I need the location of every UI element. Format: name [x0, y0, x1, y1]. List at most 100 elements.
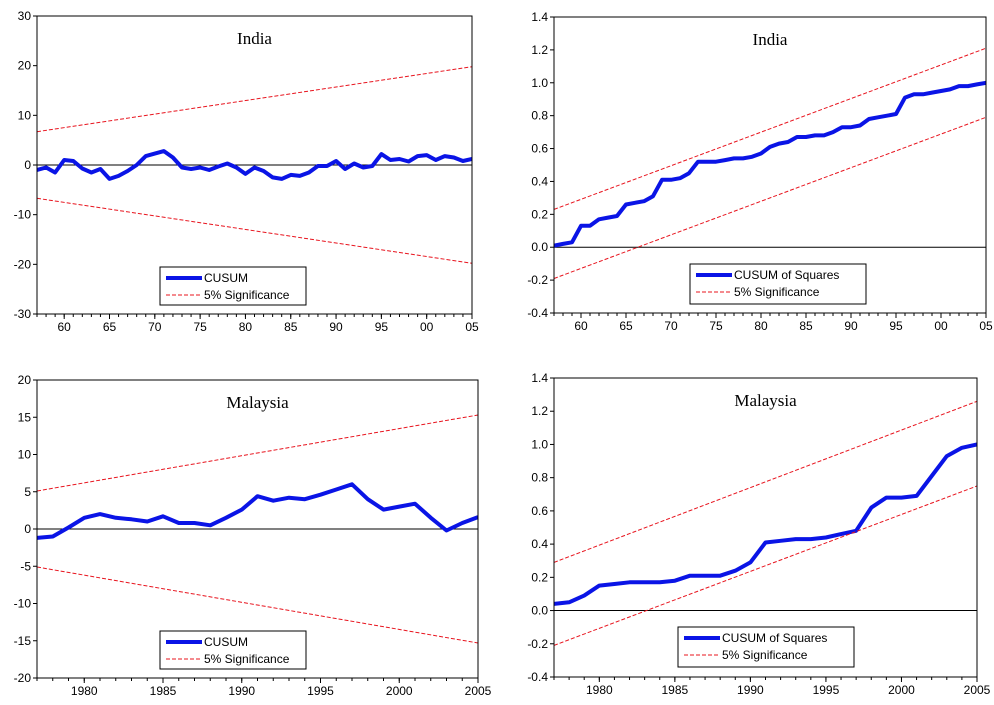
cusum-series-line: [37, 149, 472, 181]
legend-box: [677, 626, 855, 668]
cusum-series-line: [554, 80, 986, 248]
y-tick-label: 1.2: [531, 404, 548, 418]
legend: CUSUM 5% Significance: [159, 266, 307, 306]
cusum-series-line: [554, 442, 977, 606]
x-tick-label: 05: [465, 320, 479, 334]
chart-title: India: [753, 30, 788, 49]
y-tick-label: 1.2: [531, 43, 548, 57]
legend: CUSUM 5% Significance: [159, 630, 307, 670]
x-tick-label: 05: [979, 319, 993, 333]
x-tick-label: 85: [284, 320, 298, 334]
x-tick-label: 00: [934, 319, 948, 333]
x-tick-label: 90: [329, 320, 343, 334]
significance-bound-line: [554, 400, 977, 563]
y-tick-label: 0: [24, 158, 31, 172]
y-tick-label: -20: [14, 671, 32, 685]
y-tick-label: 20: [18, 373, 32, 387]
y-tick-label: 0.4: [531, 537, 548, 551]
legend: CUSUM of Squares 5% Significance: [689, 263, 867, 305]
y-tick-label: 1.0: [531, 76, 548, 90]
legend-label: 5% Significance: [734, 285, 820, 299]
x-tick-label: 80: [754, 319, 768, 333]
y-tick-label: -10: [14, 208, 32, 222]
x-tick-label: 1985: [662, 683, 689, 697]
y-tick-label: -10: [14, 597, 32, 611]
y-tick-label: 10: [18, 108, 32, 122]
significance-bound-line: [37, 414, 478, 492]
legend-label: CUSUM: [204, 271, 248, 285]
legend-label: 5% Significance: [204, 288, 290, 302]
significance-bound-line: [37, 566, 478, 644]
legend: CUSUM of Squares 5% Significance: [677, 626, 855, 668]
significance-bound-line: [37, 66, 472, 133]
y-tick-label: 0: [24, 522, 31, 536]
x-tick-label: 60: [574, 319, 588, 333]
y-tick-label: -20: [14, 257, 32, 271]
x-tick-label: 95: [375, 320, 389, 334]
y-tick-label: -5: [20, 559, 31, 573]
legend-box: [689, 263, 867, 305]
x-tick-label: 70: [148, 320, 162, 334]
legend-label: 5% Significance: [204, 652, 290, 666]
chart-malaysia_cusum: -20 -15 -10 -5 0 5 10 15 20 1980 1985 1990 1995 2000 2…: [14, 373, 492, 698]
x-tick-label: 90: [844, 319, 858, 333]
y-tick-label: -0.2: [527, 273, 548, 287]
x-tick-label: 75: [193, 320, 207, 334]
x-tick-label: 70: [664, 319, 678, 333]
significance-bound-line: [37, 197, 472, 264]
cusum-series-line: [37, 482, 478, 540]
y-tick-label: 0.6: [531, 504, 548, 518]
y-tick-label: 5: [24, 485, 31, 499]
x-tick-label: 2000: [888, 683, 915, 697]
y-tick-label: 10: [18, 448, 32, 462]
y-tick-label: 0.8: [531, 471, 548, 485]
chart-malaysia_cusumsq: -0.4 -0.2 0.0 0.2 0.4 0.6 0.8 1.0 1.2 1.4 1980 1985…: [527, 371, 990, 697]
significance-bound-line: [554, 47, 986, 210]
legend-label: 5% Significance: [722, 648, 808, 662]
chart-india_cusum: -30 -20 -10 0 10 20 30 60 65 70 75 80 85 90 95 00 05 Indi…: [14, 9, 479, 334]
x-tick-label: 1995: [813, 683, 840, 697]
legend-label: CUSUM of Squares: [734, 268, 839, 282]
chart-title: Malaysia: [226, 393, 289, 412]
x-tick-label: 60: [58, 320, 72, 334]
legend-label: CUSUM: [204, 635, 248, 649]
x-tick-label: 1980: [71, 684, 98, 698]
y-tick-label: 15: [18, 410, 32, 424]
x-tick-label: 65: [619, 319, 633, 333]
legend-box: [159, 630, 307, 670]
y-tick-label: 1.0: [531, 437, 548, 451]
y-tick-label: 0.2: [531, 207, 548, 221]
x-tick-label: 65: [103, 320, 117, 334]
y-tick-label: 0.8: [531, 109, 548, 123]
x-tick-label: 00: [420, 320, 434, 334]
legend-box: [159, 266, 307, 306]
x-tick-label: 2005: [964, 683, 991, 697]
y-tick-label: 1.4: [531, 10, 548, 24]
x-tick-label: 95: [889, 319, 903, 333]
y-tick-label: 0.6: [531, 142, 548, 156]
x-tick-label: 2005: [465, 684, 492, 698]
x-tick-label: 1980: [586, 683, 613, 697]
y-tick-label: 20: [18, 59, 32, 73]
chart-title: India: [237, 29, 272, 48]
chart-india_cusumsq: -0.4 -0.2 0.0 0.2 0.4 0.6 0.8 1.0 1.2 1.4 60 65 70 75…: [527, 10, 993, 333]
x-tick-label: 85: [799, 319, 813, 333]
x-tick-label: 2000: [386, 684, 413, 698]
legend-label: CUSUM of Squares: [722, 631, 827, 645]
x-tick-label: 1985: [150, 684, 177, 698]
x-tick-label: 80: [239, 320, 253, 334]
y-tick-label: -15: [14, 634, 32, 648]
y-tick-label: 0.4: [531, 174, 548, 188]
x-tick-label: 1990: [228, 684, 255, 698]
y-tick-label: -30: [14, 307, 32, 321]
y-tick-label: -0.4: [527, 306, 548, 320]
x-tick-label: 1995: [307, 684, 334, 698]
y-tick-label: -0.2: [527, 637, 548, 651]
y-tick-label: 30: [18, 9, 32, 23]
y-tick-label: 0.0: [531, 604, 548, 618]
y-tick-label: 1.4: [531, 371, 548, 385]
y-tick-label: -0.4: [527, 670, 548, 684]
significance-bound-line: [554, 485, 977, 646]
y-tick-label: 0.0: [531, 240, 548, 254]
